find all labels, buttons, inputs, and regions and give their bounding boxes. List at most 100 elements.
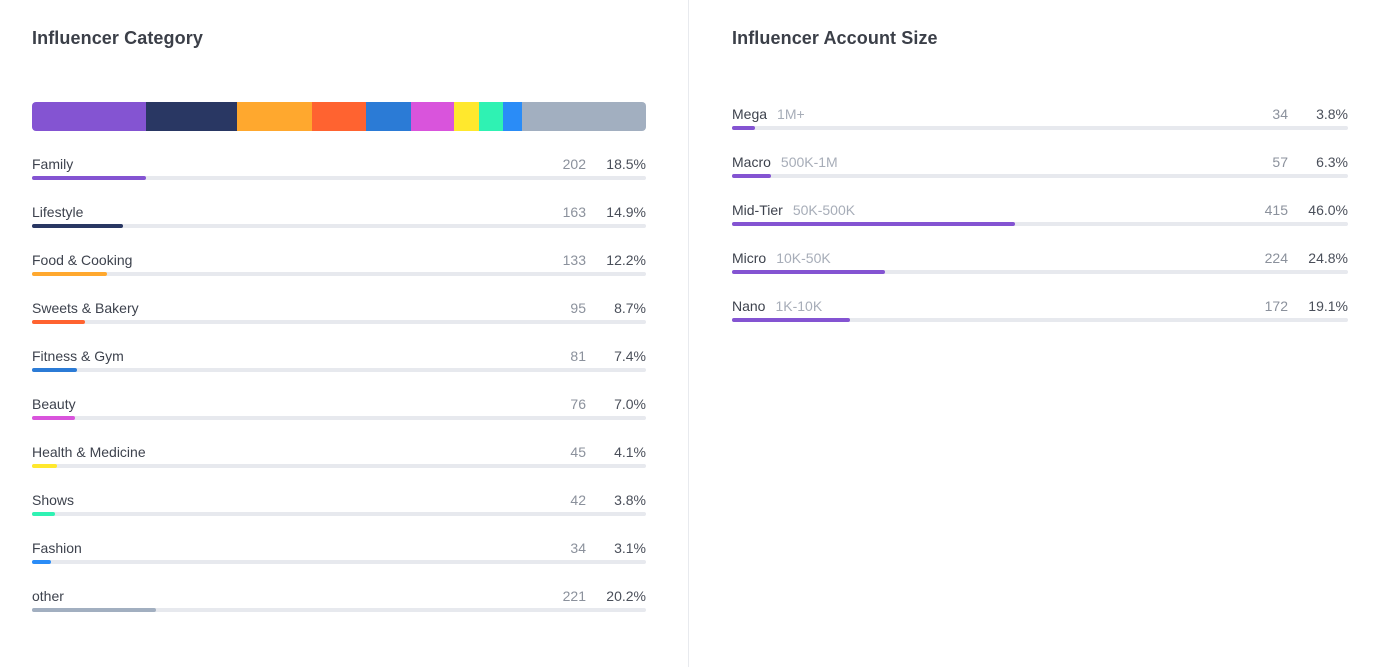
size-range: 50K-500K — [792, 202, 856, 218]
category-percent: 12.2% — [606, 252, 646, 268]
category-bar-fill — [32, 176, 146, 180]
category-percent: 7.4% — [614, 348, 646, 364]
stack-segment-sweets-bakery — [312, 102, 366, 131]
size-range: 1K-10K — [775, 298, 823, 314]
size-range: 1M+ — [777, 106, 805, 122]
stack-segment-fitness-gym — [365, 102, 412, 131]
size-count: 172 — [1264, 298, 1288, 314]
category-bar-track — [32, 272, 646, 276]
category-count: 221 — [562, 588, 586, 604]
category-row: other 221 20.2% — [32, 588, 646, 636]
size-count: 415 — [1264, 202, 1288, 218]
category-bar-fill — [32, 272, 107, 276]
size-bar-track — [732, 174, 1348, 178]
stack-segment-lifestyle — [145, 102, 238, 131]
category-bar-track — [32, 608, 646, 612]
category-bar-fill — [32, 416, 75, 420]
category-percent: 8.7% — [614, 300, 646, 316]
size-bar-fill — [732, 222, 1016, 226]
category-row: Health & Medicine 45 4.1% — [32, 444, 646, 492]
size-tier-name: Micro — [732, 250, 767, 266]
stack-segment-shows — [479, 102, 503, 131]
category-bar-fill — [32, 464, 58, 468]
category-label: Lifestyle — [32, 204, 84, 220]
category-bar-track — [32, 176, 646, 180]
size-bar-fill — [732, 270, 885, 274]
category-count: 42 — [570, 492, 586, 508]
category-count: 95 — [570, 300, 586, 316]
size-row: Mid-Tier 50K-500K 415 46.0% — [732, 202, 1348, 250]
size-percent: 24.8% — [1308, 250, 1348, 266]
category-count: 45 — [570, 444, 586, 460]
influencer-category-panel: Influencer Category Family 202 18.5% Lifest… — [0, 0, 689, 667]
category-bar-fill — [32, 608, 157, 612]
influencer-size-panel: Influencer Account Size Mega 1M+ 34 3.8% Mac… — [690, 0, 1383, 667]
category-count: 202 — [562, 156, 586, 172]
size-tier-name: Macro — [732, 154, 771, 170]
category-row: Food & Cooking 133 12.2% — [32, 252, 646, 300]
category-percent: 7.0% — [614, 396, 646, 412]
category-percent: 4.1% — [614, 444, 646, 460]
stack-segment-other — [521, 102, 646, 131]
category-bar-fill — [32, 512, 56, 516]
size-title: Influencer Account Size — [732, 28, 938, 48]
category-bar-track — [32, 512, 646, 516]
category-bar-fill — [32, 560, 52, 564]
size-bar-fill — [732, 318, 850, 322]
category-bar-fill — [32, 320, 86, 324]
category-row: Fashion 34 3.1% — [32, 540, 646, 588]
category-label: Fitness & Gym — [32, 348, 124, 364]
size-range: 500K-1M — [780, 154, 838, 170]
category-percent: 3.1% — [614, 540, 646, 556]
size-bar-fill — [732, 126, 756, 130]
size-bar-track — [732, 318, 1348, 322]
category-title: Influencer Category — [32, 28, 203, 48]
stack-segment-family — [32, 102, 146, 131]
size-tier-name: Mega — [732, 106, 768, 122]
size-row: Micro 10K-50K 224 24.8% — [732, 250, 1348, 298]
size-row: Macro 500K-1M 57 6.3% — [732, 154, 1348, 202]
size-percent: 19.1% — [1308, 298, 1348, 314]
category-bar-track — [32, 560, 646, 564]
size-percent: 46.0% — [1308, 202, 1348, 218]
size-bar-track — [732, 222, 1348, 226]
stack-segment-food-cooking — [237, 102, 313, 131]
category-stacked-bar — [32, 102, 646, 131]
category-row: Fitness & Gym 81 7.4% — [32, 348, 646, 396]
category-label: Shows — [32, 492, 75, 508]
category-row: Lifestyle 163 14.9% — [32, 204, 646, 252]
size-percent: 6.3% — [1316, 154, 1348, 170]
size-bar-track — [732, 126, 1348, 130]
category-bar-track — [32, 416, 646, 420]
size-label: Mid-Tier 50K-500K — [732, 202, 855, 218]
category-row: Beauty 76 7.0% — [32, 396, 646, 444]
stack-segment-beauty — [411, 102, 455, 131]
size-row: Nano 1K-10K 172 19.1% — [732, 298, 1348, 346]
category-bar-track — [32, 224, 646, 228]
size-label: Micro 10K-50K — [732, 250, 831, 266]
size-count: 57 — [1272, 154, 1288, 170]
category-count: 76 — [570, 396, 586, 412]
size-count: 224 — [1264, 250, 1288, 266]
category-row: Sweets & Bakery 95 8.7% — [32, 300, 646, 348]
size-tier-name: Nano — [732, 298, 766, 314]
category-percent: 3.8% — [614, 492, 646, 508]
category-count: 34 — [570, 540, 586, 556]
category-percent: 20.2% — [606, 588, 646, 604]
size-count: 34 — [1272, 106, 1288, 122]
size-list: Mega 1M+ 34 3.8% Macro 500K-1M 57 6.3% Mid-Tier 5… — [732, 106, 1348, 346]
category-percent: 18.5% — [606, 156, 646, 172]
category-label: Beauty — [32, 396, 76, 412]
category-label: Family — [32, 156, 74, 172]
category-label: Fashion — [32, 540, 82, 556]
category-label: Sweets & Bakery — [32, 300, 139, 316]
category-row: Family 202 18.5% — [32, 156, 646, 204]
size-percent: 3.8% — [1316, 106, 1348, 122]
category-label: other — [32, 588, 64, 604]
stack-segment-health-medicine — [454, 102, 480, 131]
category-bar-fill — [32, 368, 78, 372]
category-bar-fill — [32, 224, 124, 228]
size-range: 10K-50K — [776, 250, 831, 266]
size-tier-name: Mid-Tier — [732, 202, 783, 218]
category-bar-track — [32, 320, 646, 324]
